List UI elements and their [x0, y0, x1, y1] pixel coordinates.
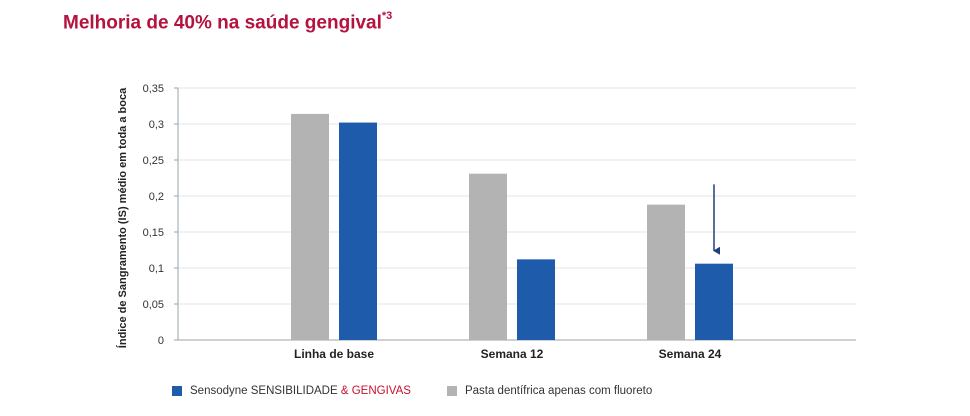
chart-title-footnote: *3 — [381, 10, 393, 22]
y-tick-label: 0,1 — [149, 263, 164, 275]
legend-label-sensodyne-accent: & GENGIVAS — [340, 385, 411, 397]
legend-label-fluoride: Pasta dentífrica apenas com fluoreto — [464, 385, 653, 397]
bar-fluoride — [647, 204, 685, 340]
y-axis-label: Índice de Sangramento (IS) médio em toda… — [116, 87, 129, 348]
legend-label-sensodyne-main: Sensodyne SENSIBILIDADE — [190, 385, 341, 397]
chart-title-text: Melhoria de 40% na saúde gengival — [63, 12, 382, 34]
y-tick-label: 0,35 — [143, 83, 164, 95]
x-category-label: Linha de base — [294, 347, 374, 361]
bar-fluoride — [469, 173, 507, 340]
legend-swatch-sensodyne — [172, 386, 182, 396]
y-tick-label: 0,15 — [143, 227, 164, 239]
y-tick-label: 0,3 — [149, 119, 164, 131]
bar-chart: 0 0,05 0,1 0,15 0,2 0,25 0,3 0,35 Índice de Sang… — [116, 83, 856, 361]
legend-label-sensodyne: Sensodyne SENSIBILIDADE & GENGIVAS — [190, 385, 411, 397]
y-tick-label: 0 — [158, 335, 164, 347]
x-category-label: Semana 24 — [659, 347, 722, 361]
bar-sensodyne — [517, 259, 555, 340]
bar-fluoride — [291, 113, 329, 340]
legend-item-sensodyne: Sensodyne SENSIBILIDADE & GENGIVAS — [172, 385, 411, 397]
y-tick-label: 0,05 — [143, 299, 164, 311]
chart-legend: Sensodyne SENSIBILIDADE & GENGIVAS Pasta… — [172, 385, 688, 397]
chart-title: Melhoria de 40% na saúde gengival*3 — [63, 10, 393, 34]
y-tick-label: 0,25 — [143, 155, 164, 167]
bar-sensodyne — [339, 122, 377, 340]
y-tick-label: 0,2 — [149, 191, 164, 203]
bar-sensodyne — [695, 263, 733, 340]
x-category-label: Semana 12 — [481, 347, 544, 361]
legend-swatch-fluoride — [446, 386, 457, 396]
legend-item-fluoride: Pasta dentífrica apenas com fluoreto — [446, 385, 653, 397]
